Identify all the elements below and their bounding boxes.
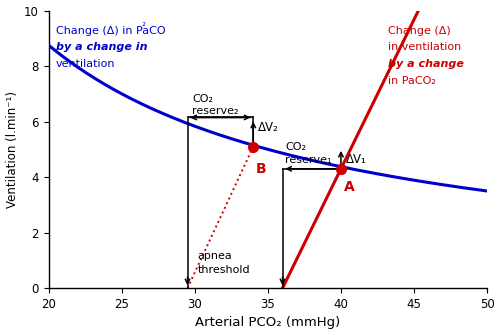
Text: CO₂: CO₂: [286, 142, 306, 152]
Text: ventilation: ventilation: [56, 59, 116, 69]
Text: apnea: apnea: [198, 251, 232, 261]
Text: in PaCO₂: in PaCO₂: [388, 76, 436, 86]
Text: Change (Δ): Change (Δ): [388, 26, 450, 36]
Text: reserve₂: reserve₂: [192, 106, 238, 116]
Text: ₂: ₂: [56, 19, 146, 28]
Text: Change (Δ) in PaCO: Change (Δ) in PaCO: [56, 26, 166, 36]
Text: A: A: [344, 180, 354, 194]
Text: in ventilation: in ventilation: [388, 43, 461, 53]
Y-axis label: Ventilation (l.min⁻¹): Ventilation (l.min⁻¹): [6, 91, 18, 208]
X-axis label: Arterial PCO₂ (mmHg): Arterial PCO₂ (mmHg): [196, 317, 340, 329]
Text: threshold: threshold: [198, 265, 250, 275]
Text: ΔV₂: ΔV₂: [258, 121, 278, 134]
Text: ‎by‎ a change in: ‎by‎ a change in: [56, 43, 148, 53]
Text: reserve₁: reserve₁: [286, 155, 332, 165]
Text: ‎by‎ a change: ‎by‎ a change: [388, 59, 464, 69]
Text: ΔV₁: ΔV₁: [346, 152, 367, 165]
Text: CO₂: CO₂: [192, 94, 213, 104]
Text: B: B: [256, 162, 267, 176]
